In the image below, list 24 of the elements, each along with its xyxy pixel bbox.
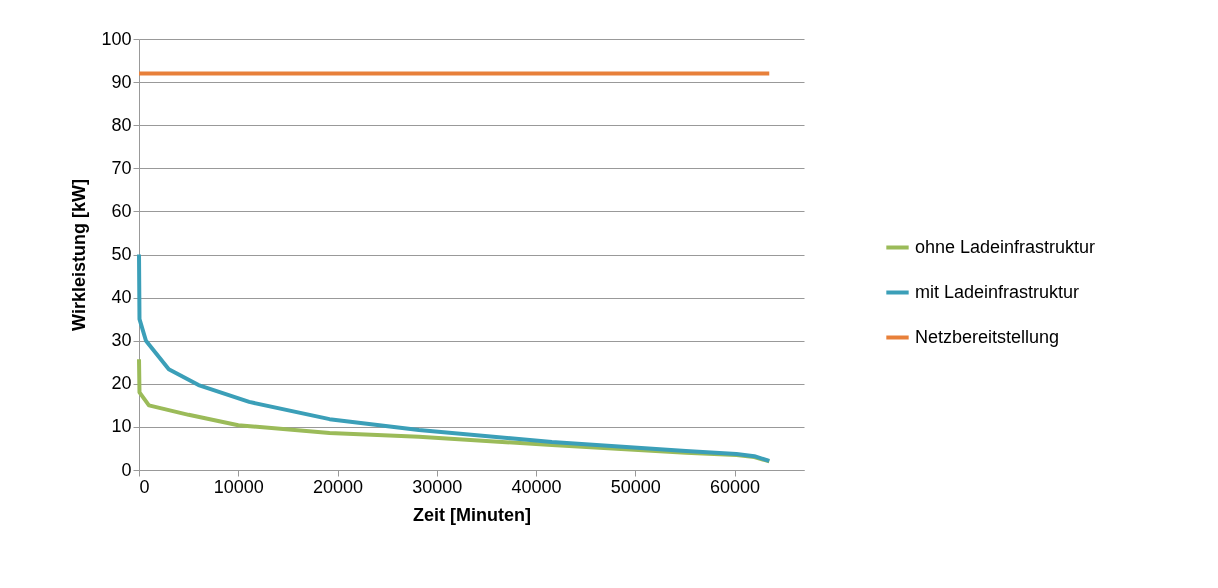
y-tick-label: 70	[111, 157, 132, 178]
y-tick-label: 30	[111, 330, 132, 351]
legend-label: mit Ladeinfrastruktur	[915, 281, 1080, 302]
legend-label: Netzbereitstellung	[915, 326, 1060, 347]
y-tick-label: 40	[111, 287, 132, 308]
y-tick-label: 100	[101, 28, 132, 49]
x-tick-label: 0	[139, 476, 150, 497]
y-tick-label: 50	[111, 244, 132, 264]
y-tick-label: 60	[111, 200, 132, 221]
x-tick-label: 30000	[412, 476, 463, 497]
y-tick-label: 90	[111, 71, 132, 92]
x-axis-title: Zeit [Minuten]	[413, 504, 531, 525]
y-tick-label: 0	[121, 459, 132, 480]
y-tick-label: 20	[111, 373, 132, 394]
line-series	[137, 252, 772, 463]
y-axis-title: Wirkleistung [kW]	[69, 179, 90, 331]
y-tick-label: 10	[111, 416, 132, 437]
x-tick-label: 20000	[312, 476, 364, 497]
x-tick-label: 50000	[610, 476, 661, 497]
y-tick-label: 80	[111, 114, 132, 135]
x-tick-label: 40000	[511, 476, 562, 497]
legend-label: ohne Ladeinfrastruktur	[915, 236, 1096, 257]
x-tick-label: 10000	[213, 476, 264, 497]
x-tick-label: 60000	[709, 476, 761, 497]
